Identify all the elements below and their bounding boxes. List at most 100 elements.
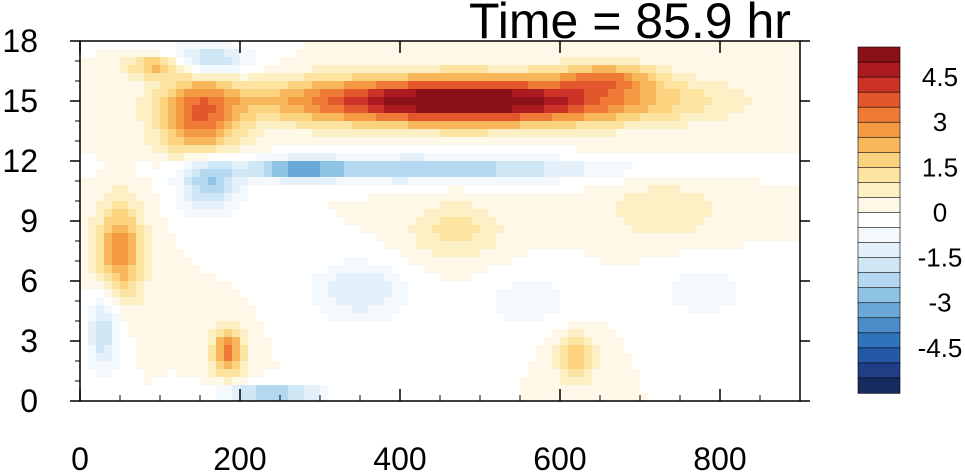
heatmap-cell xyxy=(584,57,593,66)
heatmap-cell xyxy=(88,137,97,146)
heatmap-cell xyxy=(656,121,665,130)
heatmap-cell xyxy=(392,289,401,298)
heatmap-cell xyxy=(472,361,481,370)
heatmap-cell xyxy=(656,201,665,210)
heatmap-cell xyxy=(456,185,465,194)
heatmap-cell xyxy=(368,305,377,314)
heatmap-cell xyxy=(664,73,673,82)
heatmap-cell xyxy=(256,153,265,162)
heatmap-cell xyxy=(520,201,529,210)
heatmap-cell xyxy=(280,273,289,282)
heatmap-cell xyxy=(360,305,369,314)
heatmap-cell xyxy=(776,281,785,290)
heatmap-cell xyxy=(384,145,393,154)
heatmap-cell xyxy=(80,273,89,282)
heatmap-cell xyxy=(168,177,177,186)
heatmap-cell xyxy=(320,89,329,98)
heatmap-cell xyxy=(672,129,681,138)
heatmap-cell xyxy=(120,209,129,218)
heatmap-cell xyxy=(408,121,417,130)
heatmap-cell xyxy=(112,385,121,394)
heatmap-cell xyxy=(136,361,145,370)
heatmap-cell xyxy=(792,209,800,218)
heatmap-cell xyxy=(568,305,577,314)
heatmap-cell xyxy=(216,201,225,210)
heatmap-cell xyxy=(408,361,417,370)
heatmap-cell xyxy=(664,193,673,202)
heatmap-cell xyxy=(216,113,225,122)
heatmap-cell xyxy=(144,145,153,154)
heatmap-cell xyxy=(464,153,473,162)
heatmap-cell xyxy=(656,49,665,58)
heatmap-cell xyxy=(144,217,153,226)
heatmap-cell xyxy=(704,241,713,250)
heatmap-cell xyxy=(688,249,697,258)
heatmap-cell xyxy=(352,89,361,98)
heatmap-cell xyxy=(592,233,601,242)
heatmap-cell xyxy=(408,177,417,186)
heatmap-cell xyxy=(672,385,681,394)
heatmap-cell xyxy=(256,161,265,170)
heatmap-cell xyxy=(152,105,161,114)
heatmap-cell xyxy=(328,249,337,258)
heatmap-cell xyxy=(240,257,249,266)
heatmap-cell xyxy=(464,41,473,50)
heatmap-cell xyxy=(336,337,345,346)
heatmap-cell xyxy=(256,113,265,122)
heatmap-cell xyxy=(136,193,145,202)
heatmap-cell xyxy=(584,289,593,298)
heatmap-cell xyxy=(232,169,241,178)
heatmap-cell xyxy=(128,233,137,242)
heatmap-cell xyxy=(312,361,321,370)
heatmap-cell xyxy=(576,305,585,314)
heatmap-cell xyxy=(192,81,201,90)
heatmap-cell xyxy=(504,161,513,170)
heatmap-cell xyxy=(488,169,497,178)
heatmap-cell xyxy=(432,73,441,82)
heatmap-cell xyxy=(368,89,377,98)
heatmap-cell xyxy=(552,353,561,362)
heatmap-cell xyxy=(672,121,681,130)
heatmap-cell xyxy=(424,313,433,322)
heatmap-cell xyxy=(616,289,625,298)
heatmap-cell xyxy=(576,345,585,354)
heatmap-cell xyxy=(160,321,169,330)
heatmap-cell xyxy=(744,305,753,314)
heatmap-cell xyxy=(104,353,113,362)
heatmap-cell xyxy=(120,113,129,122)
heatmap-cell xyxy=(760,137,769,146)
heatmap-cell xyxy=(624,233,633,242)
heatmap-cell xyxy=(376,353,385,362)
heatmap-cell xyxy=(512,321,521,330)
heatmap-cell xyxy=(464,281,473,290)
heatmap-cell xyxy=(288,289,297,298)
heatmap-cell xyxy=(152,217,161,226)
heatmap-cell xyxy=(112,169,121,178)
heatmap-cell xyxy=(696,89,705,98)
heatmap-cell xyxy=(256,41,265,50)
heatmap-cell xyxy=(288,121,297,130)
heatmap-cell xyxy=(496,105,505,114)
heatmap-cell xyxy=(544,49,553,58)
heatmap-cell xyxy=(104,265,113,274)
heatmap-cell xyxy=(544,41,553,50)
heatmap-cell xyxy=(552,153,561,162)
x-tick-label: 600 xyxy=(533,441,586,473)
heatmap-cell xyxy=(744,65,753,74)
heatmap-cell xyxy=(328,385,337,394)
heatmap-cell xyxy=(320,81,329,90)
heatmap-cell xyxy=(456,345,465,354)
heatmap-cell xyxy=(232,193,241,202)
heatmap-cell xyxy=(504,281,513,290)
heatmap-cell xyxy=(728,369,737,378)
heatmap-cell xyxy=(736,137,745,146)
heatmap-cell xyxy=(272,121,281,130)
heatmap-cell xyxy=(312,257,321,266)
heatmap-cell xyxy=(328,65,337,74)
heatmap-cell xyxy=(448,257,457,266)
heatmap-cell xyxy=(168,281,177,290)
heatmap-cell xyxy=(360,233,369,242)
heatmap-cell xyxy=(464,201,473,210)
heatmap-cell xyxy=(744,41,753,50)
heatmap-cell xyxy=(192,185,201,194)
